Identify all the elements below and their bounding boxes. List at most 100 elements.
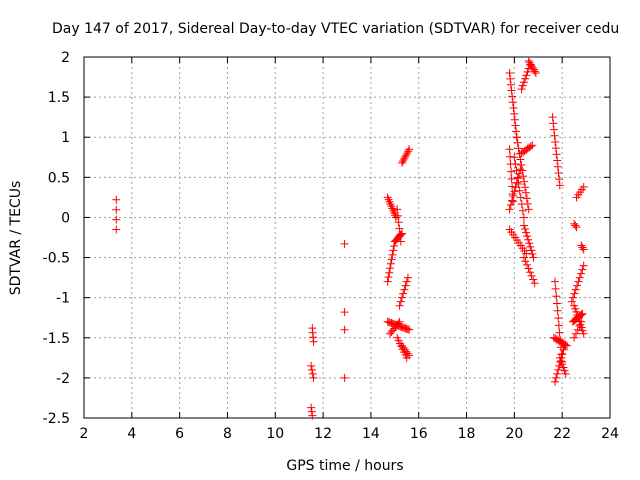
data-point (519, 213, 528, 222)
data-point (508, 92, 517, 101)
data-point (509, 104, 518, 113)
data-point (402, 151, 411, 160)
data-point (400, 154, 409, 163)
data-point (551, 137, 560, 146)
data-point (309, 337, 318, 346)
data-point (578, 309, 587, 318)
data-point (507, 86, 516, 95)
data-point (522, 249, 531, 258)
data-point (390, 241, 399, 250)
x-tick-label: 22 (553, 426, 571, 442)
data-point (513, 138, 522, 147)
data-point (506, 80, 515, 89)
data-point (506, 160, 515, 169)
data-point (526, 60, 535, 69)
data-point (519, 221, 528, 230)
data-point (553, 156, 562, 165)
data-point (527, 62, 536, 71)
data-point (384, 273, 393, 282)
data-point (553, 306, 562, 315)
data-point (513, 174, 522, 183)
data-point (405, 145, 414, 154)
data-point (579, 245, 588, 254)
data-point (340, 325, 349, 334)
y-tick-label: 2 (61, 50, 70, 66)
data-point (400, 285, 409, 294)
x-tick-labels: 2 4 6 8 10 12 14 16 18 20 22 24 (80, 426, 619, 442)
data-point (510, 109, 519, 118)
data-point (554, 314, 563, 323)
data-point (505, 205, 514, 214)
data-point (555, 175, 564, 184)
data-point (508, 182, 517, 191)
data-point (508, 98, 517, 107)
data-point (516, 193, 525, 202)
data-point (396, 231, 405, 240)
data-point (528, 63, 537, 72)
data-point (397, 293, 406, 302)
data-point (552, 373, 561, 382)
data-point (579, 182, 588, 191)
data-point (308, 369, 317, 378)
data-point (571, 285, 580, 294)
data-point (392, 213, 401, 222)
grid (84, 57, 610, 418)
data-point (404, 147, 413, 156)
data-point (393, 211, 402, 220)
x-tick-label: 18 (458, 426, 476, 442)
data-point (559, 363, 568, 372)
data-point (507, 167, 516, 176)
data-point (307, 403, 316, 412)
plot-frame (83, 56, 611, 419)
data-point (554, 168, 563, 177)
data-point (571, 221, 580, 230)
y-tick-label: 0.5 (48, 170, 70, 186)
data-point (396, 297, 405, 306)
data-point (405, 351, 414, 360)
data-point (560, 366, 569, 375)
data-point (509, 192, 518, 201)
data-point (112, 225, 121, 234)
data-point (561, 369, 570, 378)
data-point (526, 142, 535, 151)
data-point (579, 261, 588, 270)
data-point (522, 228, 531, 237)
data-point (577, 317, 586, 326)
data-point (572, 223, 581, 232)
x-tick-label: 16 (410, 426, 428, 442)
data-point (308, 411, 317, 420)
data-point (556, 357, 565, 366)
data-point (516, 165, 525, 174)
data-point (512, 127, 521, 136)
data-point (551, 144, 560, 153)
data-point (524, 205, 533, 214)
data-point (577, 241, 586, 250)
data-point (527, 271, 536, 280)
data-point (307, 365, 316, 374)
data-point (402, 277, 411, 286)
data-point (506, 74, 515, 83)
data-point (514, 144, 523, 153)
data-point (526, 268, 535, 277)
data-point (573, 325, 582, 334)
data-point (569, 293, 578, 302)
x-tick-label: 24 (601, 426, 619, 442)
x-axis-label: GPS time / hours (286, 458, 403, 474)
data-point (567, 297, 576, 306)
data-point (512, 133, 521, 142)
data-point (403, 349, 412, 358)
data-point (573, 281, 582, 290)
data-point (507, 175, 516, 184)
data-point (506, 152, 515, 161)
data-point (510, 153, 519, 162)
data-point (555, 181, 564, 190)
data-point (524, 57, 533, 66)
data-point (520, 177, 529, 186)
data-point (570, 333, 579, 342)
data-point (551, 377, 560, 386)
data-point (388, 250, 397, 259)
data-point (386, 259, 395, 268)
data-point (395, 301, 404, 310)
y-tick-label: 1 (61, 130, 70, 146)
x-tick-label: 14 (362, 426, 380, 442)
